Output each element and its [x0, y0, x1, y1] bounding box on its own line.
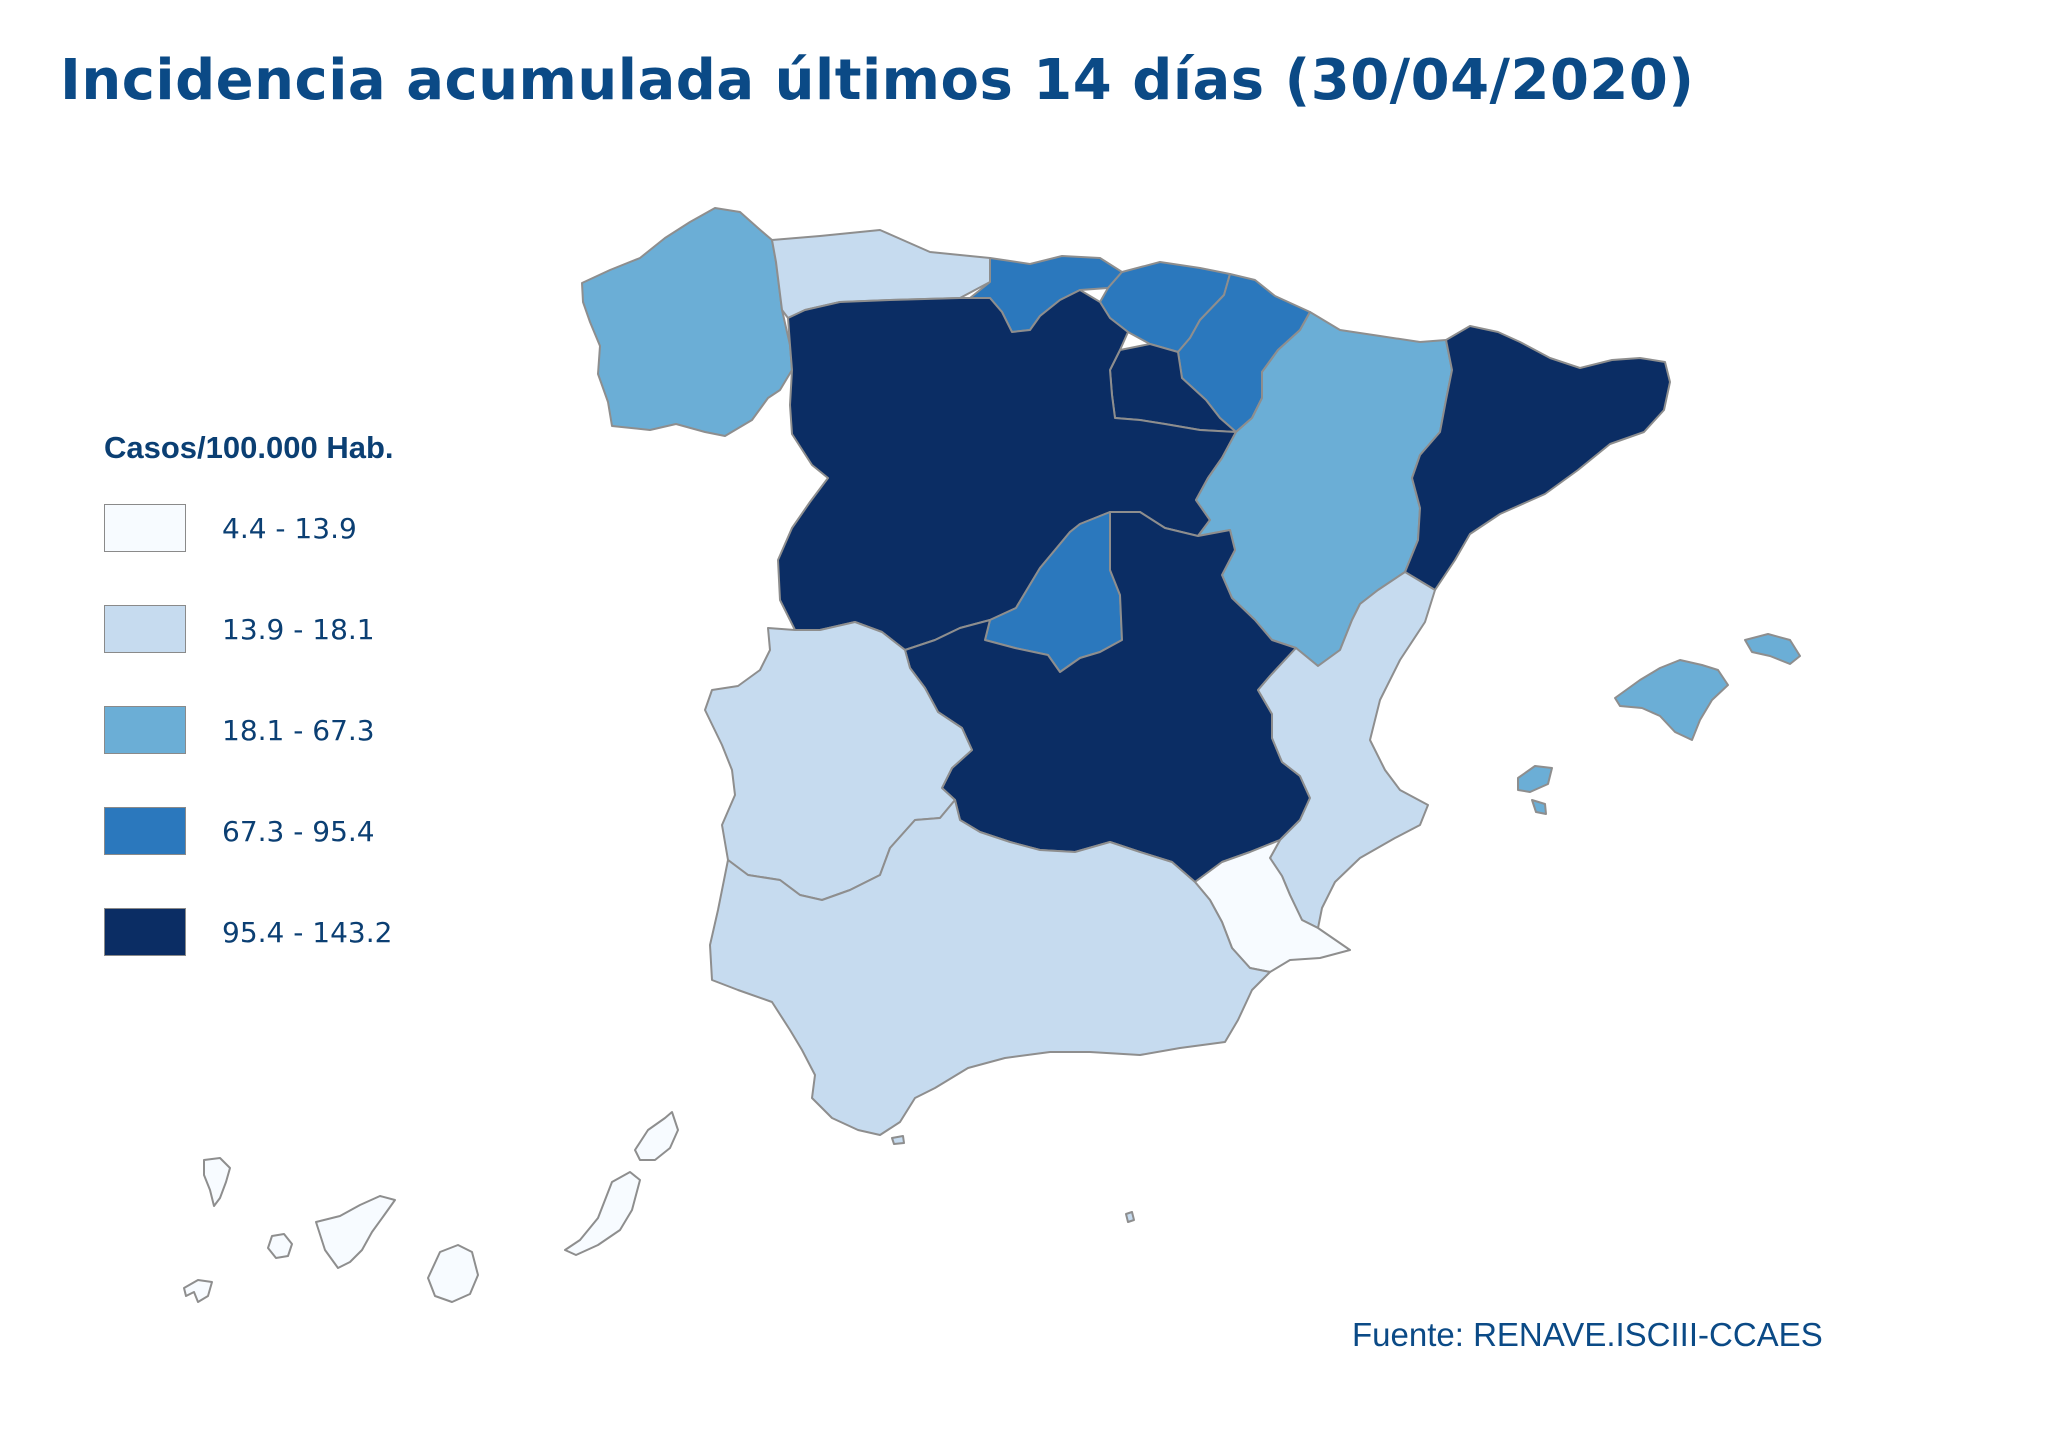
legend-item: 67.3 - 95.4	[104, 807, 394, 908]
region-formentera[interactable]	[1531, 799, 1547, 815]
legend-label: 13.9 - 18.1	[222, 613, 375, 646]
region-la-palma[interactable]	[203, 1157, 231, 1207]
region-menorca[interactable]	[1744, 633, 1801, 665]
legend-label: 18.1 - 67.3	[222, 714, 375, 747]
legend-swatch	[104, 706, 186, 754]
legend-swatch	[104, 504, 186, 552]
source-note: Fuente: RENAVE.ISCIII-CCAES	[1352, 1316, 1823, 1353]
region-melilla[interactable]	[1125, 1211, 1135, 1223]
region-andalucia[interactable]	[709, 799, 1271, 1136]
region-tenerife[interactable]	[315, 1195, 396, 1269]
legend-item: 95.4 - 143.2	[104, 908, 394, 1009]
region-lanzarote[interactable]	[634, 1111, 679, 1161]
region-cataluna[interactable]	[1404, 325, 1671, 591]
region-ceuta[interactable]	[891, 1135, 905, 1145]
legend-swatch	[104, 605, 186, 653]
region-gran-canaria[interactable]	[427, 1244, 479, 1303]
region-ibiza[interactable]	[1517, 765, 1553, 793]
legend-item: 13.9 - 18.1	[104, 605, 394, 706]
legend-swatch	[104, 807, 186, 855]
legend-label: 67.3 - 95.4	[222, 815, 375, 848]
legend: Casos/100.000 Hab. 4.4 - 13.9 13.9 - 18.…	[104, 430, 394, 1009]
legend-swatch	[104, 908, 186, 956]
legend-item: 4.4 - 13.9	[104, 504, 394, 605]
region-la-gomera[interactable]	[267, 1233, 293, 1259]
legend-label: 4.4 - 13.9	[222, 512, 357, 545]
legend-title: Casos/100.000 Hab.	[104, 430, 394, 465]
region-mallorca[interactable]	[1614, 659, 1729, 741]
region-el-hierro[interactable]	[183, 1279, 213, 1303]
region-galicia[interactable]	[581, 207, 793, 437]
map-title: Incidencia acumulada últimos 14 días (30…	[60, 48, 1695, 113]
legend-item: 18.1 - 67.3	[104, 706, 394, 807]
legend-label: 95.4 - 143.2	[222, 916, 393, 949]
region-fuerteventura[interactable]	[564, 1171, 641, 1256]
